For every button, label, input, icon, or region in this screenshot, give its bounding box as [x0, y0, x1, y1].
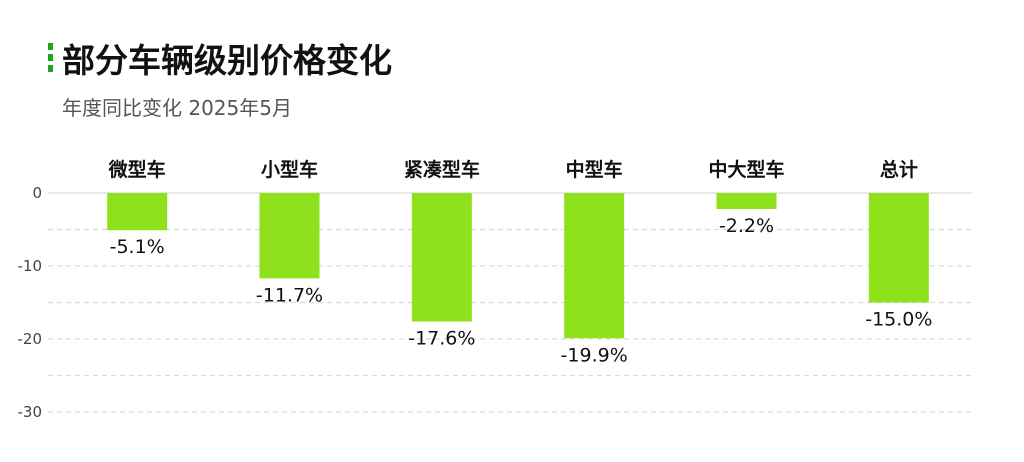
y-tick-label: 0 — [32, 184, 42, 202]
data-label: -17.6% — [408, 327, 475, 349]
bar — [868, 193, 929, 303]
bar — [564, 193, 625, 339]
category-label: 紧凑型车 — [404, 158, 480, 181]
data-label: -19.9% — [561, 344, 628, 366]
y-tick-label: -20 — [18, 330, 43, 348]
bar — [107, 193, 168, 231]
category-label: 总计 — [880, 158, 918, 181]
title-accent-mark — [48, 43, 53, 73]
category-label: 微型车 — [108, 158, 166, 181]
data-label: -11.7% — [256, 284, 323, 306]
y-tick-label: -10 — [18, 257, 43, 275]
category-label: 小型车 — [261, 158, 318, 181]
chart-subtitle: 年度同比变化 2025年5月 — [62, 96, 292, 120]
category-label: 中大型车 — [708, 158, 784, 181]
data-label: -15.0% — [865, 309, 932, 331]
category-label: 中型车 — [566, 158, 623, 181]
bar — [716, 193, 777, 210]
data-label: -5.1% — [110, 236, 165, 258]
data-label: -2.2% — [719, 215, 774, 237]
bar — [259, 193, 320, 279]
y-tick-label: -30 — [18, 403, 43, 421]
chart-title: 部分车辆级别价格变化 — [62, 41, 392, 80]
bar — [411, 193, 472, 322]
